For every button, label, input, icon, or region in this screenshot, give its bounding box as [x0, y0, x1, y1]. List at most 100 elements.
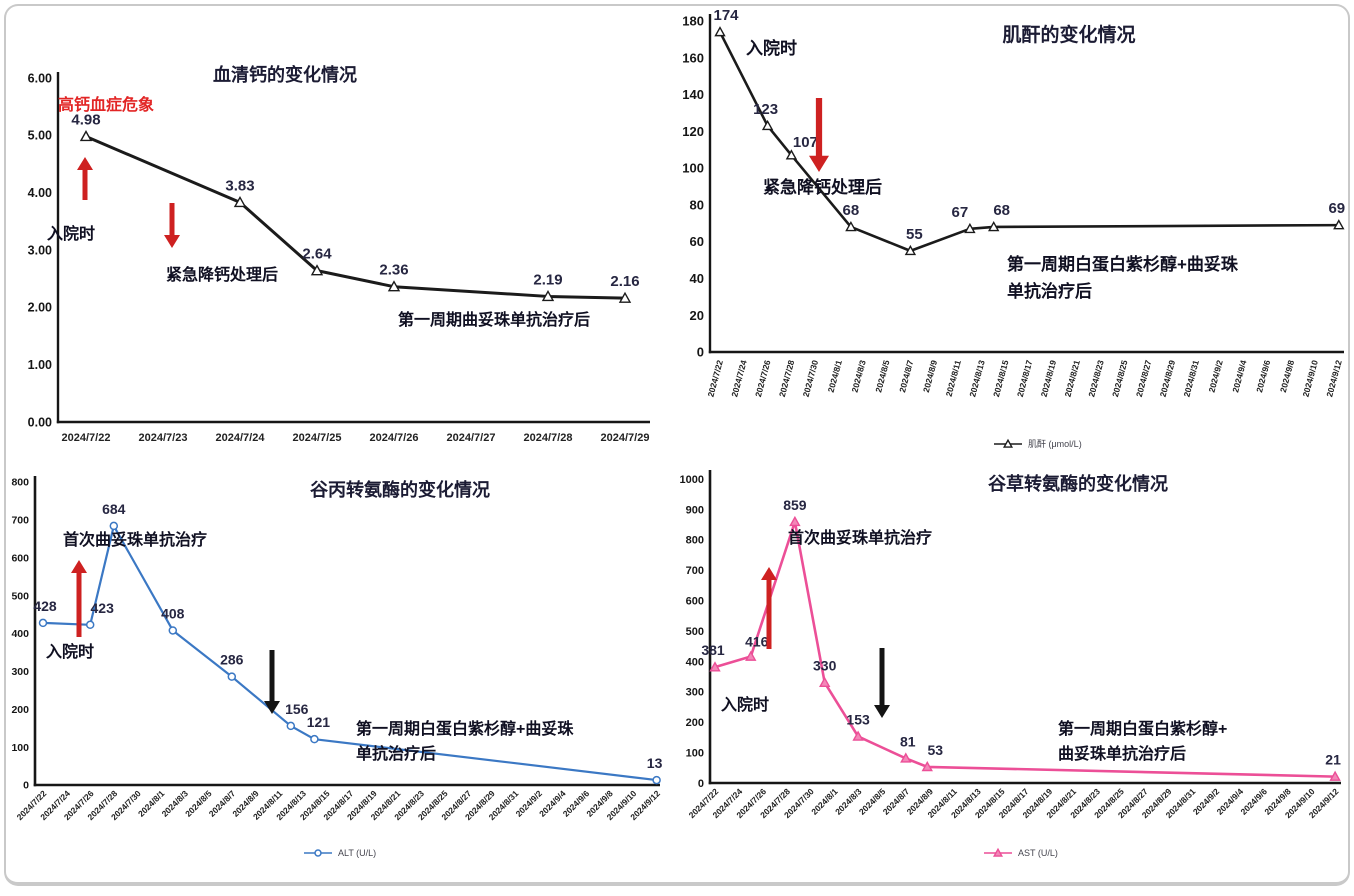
- y-tick-label: 6.00: [28, 71, 52, 85]
- y-tick-label: 300: [686, 687, 704, 699]
- point-marker: [310, 264, 324, 276]
- point-marker: [233, 195, 247, 208]
- point-marker: [785, 149, 798, 160]
- x-tick-label: 2024/7/30: [801, 359, 821, 398]
- x-tick-label: 2024/8/7: [897, 359, 915, 394]
- y-tick-label: 500: [11, 590, 29, 602]
- value-label: 428: [33, 598, 57, 614]
- point-marker: [745, 650, 757, 661]
- x-tick-label: 2024/7/28: [524, 432, 573, 444]
- down-arrow-icon: [874, 648, 890, 718]
- y-tick-label: 0: [23, 780, 29, 792]
- x-tick-label: 2024/7/25: [293, 432, 342, 444]
- point-marker: [992, 847, 1004, 857]
- point-marker: [79, 130, 93, 142]
- point-marker: [85, 620, 95, 630]
- value-label: 2.19: [533, 271, 562, 288]
- x-tick-label: 2024/8/9: [921, 359, 939, 394]
- point-marker: [852, 730, 864, 741]
- x-tick-label: 2024/7/22: [705, 359, 725, 398]
- x-tick-label: 2024/8/21: [1062, 359, 1082, 398]
- x-tick-label: 2024/8/27: [1134, 359, 1154, 398]
- point-marker: [1329, 770, 1341, 781]
- legend-label: ALT (U/L): [338, 848, 376, 858]
- value-label: 286: [220, 652, 244, 668]
- annotation-text: 高钙血症危象: [58, 95, 154, 114]
- x-tick-label: 2024/7/28: [777, 359, 797, 398]
- chart-alt: 谷丙转氨酶的变化情况01002003004005006007008002024/…: [11, 476, 663, 858]
- legend-label: 肌酐 (μmol/L): [1028, 439, 1082, 449]
- down-arrow-icon: [809, 98, 829, 172]
- y-tick-label: 900: [686, 504, 704, 516]
- y-tick-label: 700: [11, 515, 29, 527]
- down-arrow-icon: [164, 203, 180, 248]
- x-tick-label: 2024/9/4: [1230, 359, 1248, 394]
- y-tick-label: 300: [11, 666, 29, 678]
- x-tick-label: 2024/9/2: [1207, 359, 1225, 394]
- x-tick-label: 2024/7/26: [753, 359, 773, 398]
- x-tick-label: 2024/8/23: [1086, 359, 1106, 398]
- value-label: 174: [713, 7, 739, 24]
- y-tick-label: 180: [682, 14, 704, 29]
- point-marker: [286, 721, 296, 731]
- value-label: 81: [900, 733, 916, 749]
- value-label: 330: [813, 658, 837, 674]
- point-marker: [652, 775, 661, 785]
- value-label: 156: [285, 701, 309, 717]
- chart-ast: 谷草转氨酶的变化情况 0 100 200 300 400 500 600 700 800 900 10…: [680, 470, 1341, 858]
- x-tick-label: 2024/8/3: [850, 359, 868, 394]
- value-label: 408: [161, 605, 185, 621]
- point-marker: [541, 289, 555, 302]
- annotation-text: 紧急降钙处理后: [166, 265, 278, 284]
- y-tick-label: 500: [686, 626, 704, 638]
- x-tick-label: 2024/8/25: [1110, 359, 1130, 398]
- value-label: 2.36: [379, 262, 408, 279]
- x-tick-label: 2024/7/23: [139, 432, 188, 444]
- annotation-text: 第一周期白蛋白紫杉醇+: [1058, 719, 1227, 738]
- value-label: 423: [91, 600, 115, 616]
- x-tick-label: 2024/7/22: [62, 432, 111, 444]
- annotation-text: 首次曲妥珠单抗治疗: [788, 528, 932, 547]
- up-arrow-icon: [761, 567, 777, 649]
- y-tick-label: 800: [11, 477, 29, 489]
- y-tick-label: 100: [11, 742, 29, 754]
- point-marker: [38, 618, 48, 628]
- annotation-text: 首次曲妥珠单抗治疗: [63, 530, 207, 549]
- x-tick-label: 2024/8/1: [826, 359, 844, 394]
- point-marker: [900, 752, 912, 763]
- y-tick-label: 400: [686, 656, 704, 668]
- value-label: 121: [307, 714, 331, 730]
- point-marker: [714, 26, 726, 37]
- point-marker: [819, 676, 831, 687]
- annotation-text: 第一周期白蛋白紫杉醇+曲妥珠: [1007, 254, 1239, 274]
- value-label: 53: [927, 742, 943, 758]
- value-label: 67: [952, 204, 969, 221]
- value-label: 2.64: [302, 246, 332, 263]
- chart-serum-calcium: 血清钙的变化情况 0.00 1.00 2.00 3.00 4.00 5.00 6.00 2024…: [28, 64, 650, 444]
- y-tick-label: 800: [686, 535, 704, 547]
- value-label: 68: [993, 202, 1010, 219]
- value-label: 684: [102, 501, 126, 517]
- data-line: [41, 524, 658, 782]
- x-tick-label: 2024/8/29: [1158, 359, 1178, 398]
- annotation-text: 第一周期白蛋白紫杉醇+曲妥珠: [356, 719, 574, 738]
- x-tick-label: 2024/9/6: [1254, 359, 1272, 394]
- point-marker: [227, 672, 237, 681]
- point-marker: [310, 734, 319, 744]
- x-tick-label: 2024/7/29: [601, 432, 650, 444]
- y-tick-label: 400: [11, 628, 29, 640]
- x-tick-label: 2024/8/5: [873, 359, 891, 394]
- y-tick-label: 40: [690, 271, 704, 286]
- y-tick-label: 2.00: [28, 301, 52, 315]
- x-tick-label: 2024/7/24: [729, 359, 749, 398]
- x-tick-label: 2024/8/15: [991, 359, 1011, 398]
- value-label: 55: [906, 226, 923, 243]
- annotation-text: 入院时: [721, 695, 769, 714]
- point-marker: [168, 626, 178, 635]
- y-tick-label: 100: [682, 161, 704, 176]
- down-arrow-icon: [264, 650, 280, 714]
- annotation-text: 单抗治疗后: [356, 744, 436, 763]
- point-marker: [618, 291, 632, 303]
